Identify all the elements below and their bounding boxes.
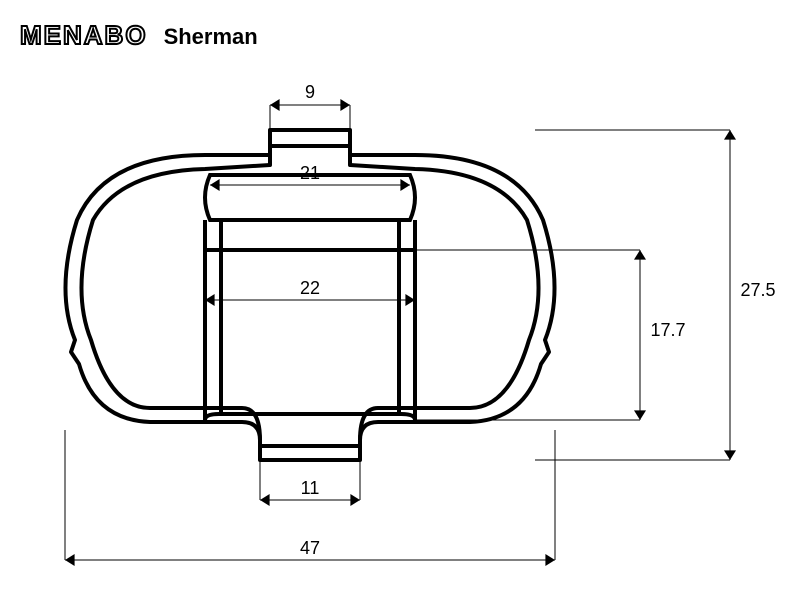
dim-inner-height: 17.7 (648, 320, 688, 341)
technical-drawing (0, 0, 800, 600)
dim-bottom-notch: 11 (290, 478, 330, 499)
dim-inner-width: 22 (290, 278, 330, 299)
dim-overall-width: 47 (290, 538, 330, 559)
dim-top-notch: 9 (300, 82, 320, 103)
dim-outer-height: 27.5 (738, 280, 778, 301)
dim-upper-channel: 21 (290, 163, 330, 184)
